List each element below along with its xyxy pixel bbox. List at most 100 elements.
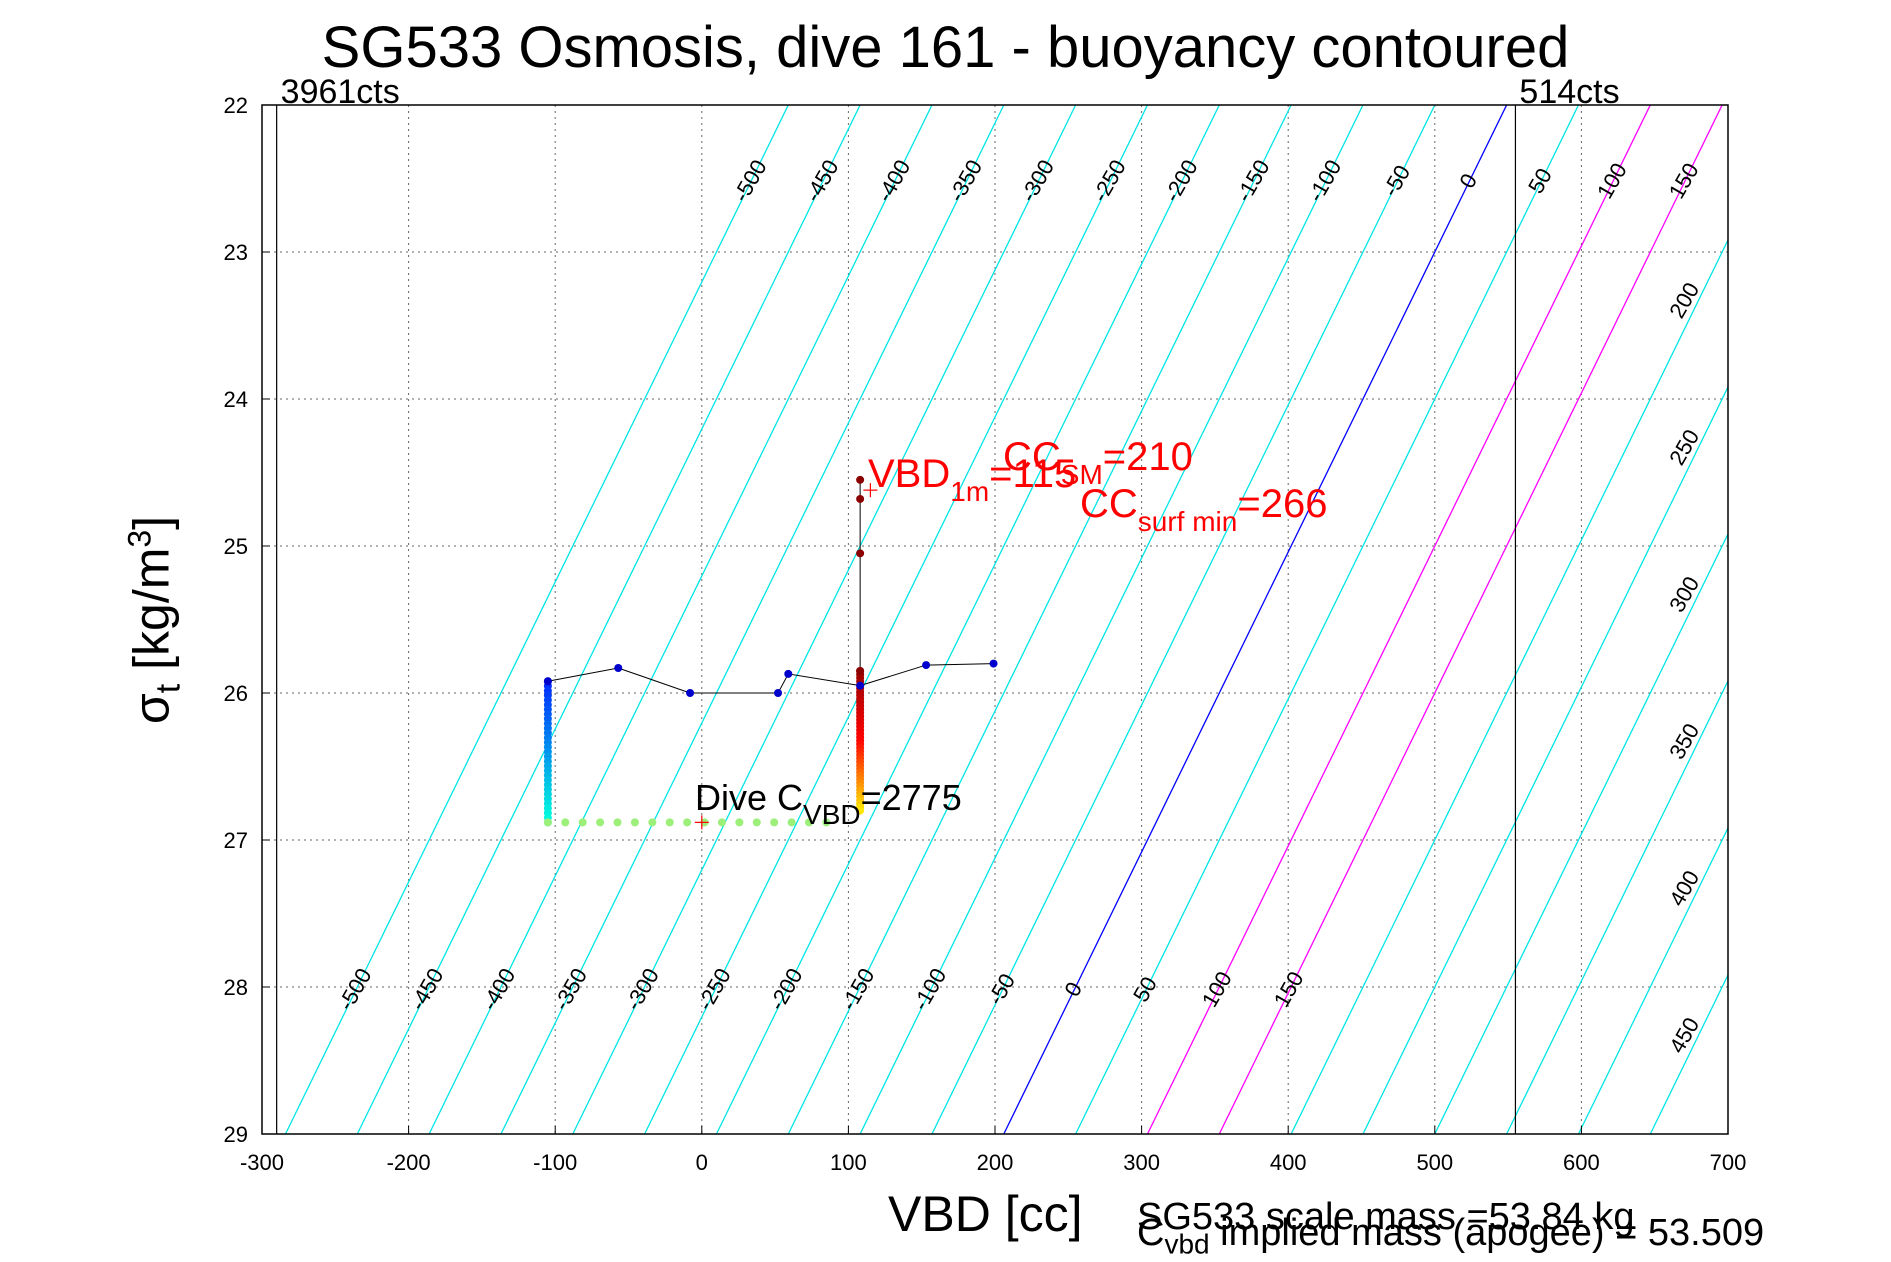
contour-label: 50 xyxy=(1523,164,1557,198)
surface-point xyxy=(856,549,865,558)
contour-label: -250 xyxy=(1087,155,1131,206)
track-point xyxy=(686,689,695,697)
track-point xyxy=(614,664,623,673)
contour-label: -250 xyxy=(692,964,736,1015)
x-axis-label: VBD [cc] xyxy=(888,1186,1083,1242)
y-tick-label: 26 xyxy=(224,681,248,706)
contour-line xyxy=(1434,532,1728,1134)
x-tick-label: 700 xyxy=(1710,1150,1747,1175)
bottom-point xyxy=(717,818,726,827)
contour-label: 250 xyxy=(1664,425,1704,469)
contour-label: -400 xyxy=(872,155,916,206)
y-tick-label: 23 xyxy=(224,240,248,265)
contour-line xyxy=(284,105,789,1134)
y-tick-label: 27 xyxy=(224,828,248,853)
track-point xyxy=(543,677,552,686)
apogee-point xyxy=(856,806,865,815)
contour-label: 400 xyxy=(1664,866,1704,910)
bottom-point xyxy=(787,818,796,827)
y-tick-label: 22 xyxy=(224,93,248,118)
surface-point xyxy=(856,666,865,675)
cc-surf-min-annotation: CCsurf min=266 xyxy=(1080,482,1327,537)
bottom-point xyxy=(805,818,814,827)
cc-sm-annotation: CCSM=210 xyxy=(1003,435,1193,490)
annotations: VBD1m=115 CCSM=210 CCsurf min=266 Dive C… xyxy=(695,435,1327,830)
contour-label: -450 xyxy=(800,155,844,206)
dive-track-line xyxy=(547,663,994,694)
contour-label: 200 xyxy=(1664,278,1704,322)
bottom-point xyxy=(613,818,622,827)
x-tick-label: 500 xyxy=(1416,1150,1453,1175)
dive-cvbd-annotation: Dive CVBD=2775 xyxy=(695,777,962,830)
dive-data xyxy=(543,475,998,830)
y-tick-label: 24 xyxy=(224,387,248,412)
contour-label: -350 xyxy=(548,964,592,1015)
contour-line xyxy=(1577,826,1728,1134)
contour-label: 450 xyxy=(1664,1013,1704,1057)
contour-label: -300 xyxy=(1015,155,1059,206)
axis-ticks: -300 -200 -100 0 100 200 300 400 500 600 700222324… xyxy=(224,93,1747,1175)
chart-title: SG533 Osmosis, dive 161 - buoyancy conto… xyxy=(321,15,1570,80)
surface-point xyxy=(856,494,865,503)
contour-line xyxy=(572,105,1077,1134)
bottom-point xyxy=(683,818,692,827)
contour-line xyxy=(1506,679,1728,1134)
contour-line xyxy=(1146,105,1651,1134)
contour-label: 350 xyxy=(1664,719,1704,763)
contour-label: -500 xyxy=(333,964,377,1015)
bottom-point xyxy=(578,818,587,827)
contour-label: -450 xyxy=(405,964,449,1015)
vbd-1m-annotation: VBD1m=115 xyxy=(868,452,1076,507)
contour-label: -200 xyxy=(1159,155,1203,206)
x-tick-label: 400 xyxy=(1270,1150,1307,1175)
x-tick-label: 200 xyxy=(977,1150,1014,1175)
contour-label: 100 xyxy=(1197,967,1237,1011)
surface-point xyxy=(856,475,865,484)
y-tick-label: 28 xyxy=(224,975,248,1000)
contour-line xyxy=(500,105,1005,1134)
contour-label: -100 xyxy=(908,964,952,1015)
x-tick-label: -100 xyxy=(533,1150,577,1175)
bottom-point xyxy=(543,818,552,827)
bottom-point xyxy=(630,818,639,827)
contour-line xyxy=(1003,105,1508,1134)
contour-line xyxy=(859,105,1364,1134)
bottom-point xyxy=(822,818,831,827)
track-point xyxy=(774,689,783,697)
x-tick-label: 600 xyxy=(1563,1150,1600,1175)
track-point xyxy=(856,681,865,690)
contour-line xyxy=(715,105,1220,1134)
contour-label: 100 xyxy=(1592,159,1632,203)
x-tick-label: -300 xyxy=(240,1150,284,1175)
track-point xyxy=(784,669,793,678)
contour-line xyxy=(931,105,1436,1134)
contour-label: 0 xyxy=(1059,978,1087,1001)
contour-label: -200 xyxy=(764,964,808,1015)
contour-label: -50 xyxy=(983,969,1021,1009)
contour-label: -400 xyxy=(477,964,521,1015)
bottom-point xyxy=(752,818,761,827)
y-tick-label: 29 xyxy=(224,1122,248,1147)
contour-label: 300 xyxy=(1664,572,1704,616)
contour-line xyxy=(787,105,1292,1134)
x-tick-label: 0 xyxy=(696,1150,708,1175)
contour-label: 50 xyxy=(1128,972,1162,1006)
contour-line xyxy=(644,105,1149,1134)
grid-lines xyxy=(262,105,1728,1134)
x-tick-label: 300 xyxy=(1123,1150,1160,1175)
contour-label: -300 xyxy=(620,964,664,1015)
track-point xyxy=(989,659,998,668)
buoyancy-contours xyxy=(284,105,1728,1134)
contour-label: -150 xyxy=(836,964,880,1015)
bottom-point xyxy=(735,818,744,827)
contour-label: -150 xyxy=(1231,155,1275,206)
bottom-point xyxy=(596,818,605,827)
contour-line xyxy=(1218,105,1723,1134)
track-point xyxy=(922,661,931,670)
contour-label: -350 xyxy=(944,155,988,206)
bottom-point xyxy=(561,818,570,827)
x-tick-label: -200 xyxy=(387,1150,431,1175)
contour-line xyxy=(428,105,933,1134)
x-tick-label: 100 xyxy=(830,1150,867,1175)
